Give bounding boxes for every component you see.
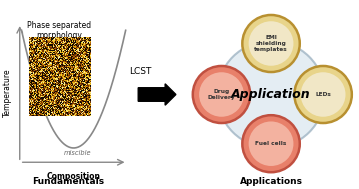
Text: Fuel cells: Fuel cells — [255, 141, 287, 146]
Text: Fundamentals: Fundamentals — [32, 177, 104, 186]
Text: LCST: LCST — [129, 67, 151, 76]
Circle shape — [301, 72, 345, 117]
Text: Phase separated
morphology: Phase separated morphology — [27, 21, 91, 40]
Circle shape — [294, 66, 352, 123]
Circle shape — [242, 115, 300, 172]
Circle shape — [193, 66, 250, 123]
Circle shape — [217, 41, 325, 148]
Text: EMI
shielding
templates: EMI shielding templates — [254, 35, 288, 52]
Circle shape — [249, 21, 293, 66]
Text: LEDs: LEDs — [315, 92, 331, 97]
Text: Temperature: Temperature — [3, 68, 12, 117]
Circle shape — [249, 122, 293, 166]
Circle shape — [199, 72, 244, 117]
Text: Application: Application — [231, 88, 311, 101]
Text: Composition: Composition — [47, 172, 101, 181]
FancyArrow shape — [138, 84, 176, 105]
Text: miscible: miscible — [64, 150, 91, 156]
Text: Drug
Delivery: Drug Delivery — [208, 89, 236, 100]
Text: Applications: Applications — [239, 177, 303, 186]
Circle shape — [242, 15, 300, 72]
